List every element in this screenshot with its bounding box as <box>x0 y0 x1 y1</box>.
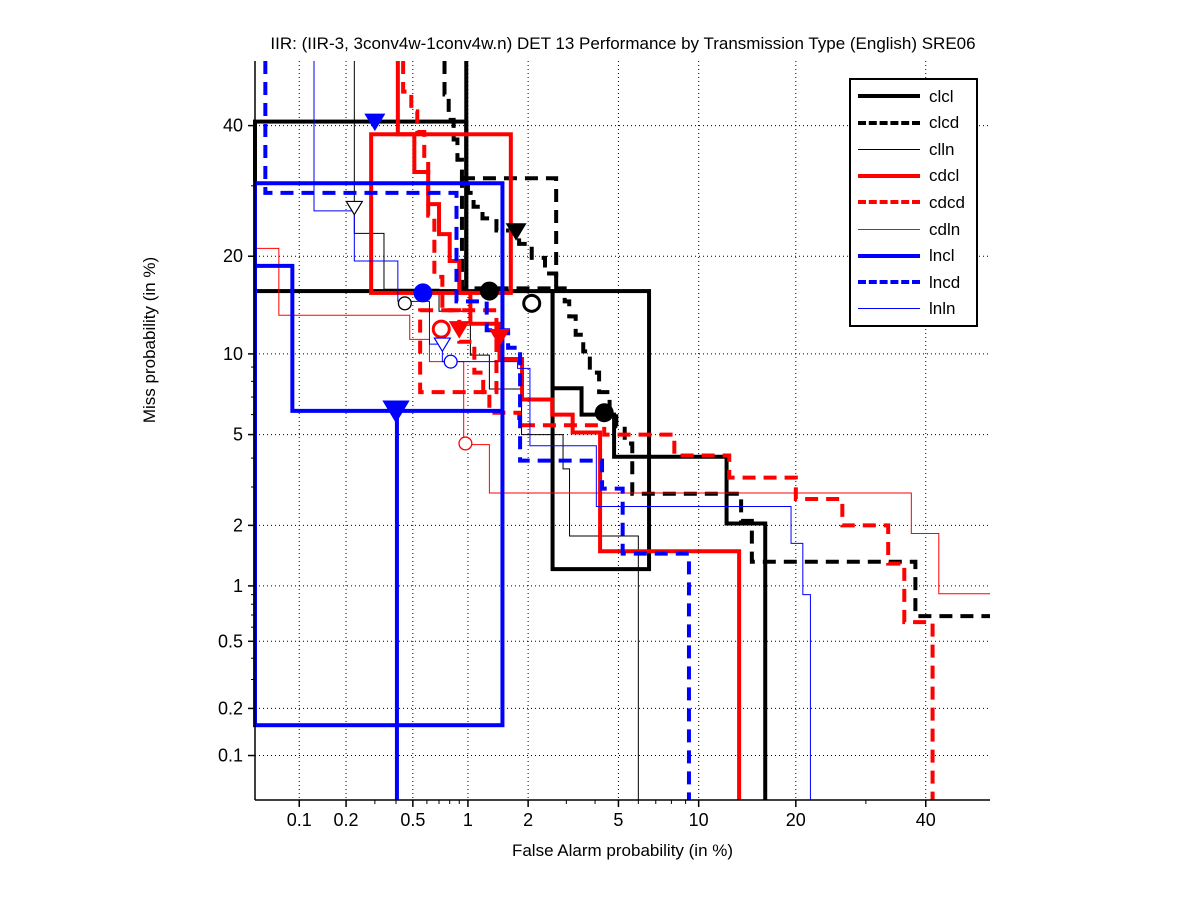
legend-item-clcl: clcl <box>851 84 976 109</box>
marker-triangle-down-open-clln-0 <box>345 200 364 216</box>
det-curve-lnln <box>313 61 811 800</box>
confidence-box-cdcd-0 <box>418 308 499 395</box>
x-tick-label-2: 2 <box>523 810 533 830</box>
marker-circle-filled-clcd-1 <box>594 403 614 423</box>
legend-line-sample-clcl <box>858 94 920 99</box>
marker-triangle-down-filled-lncl-0 <box>382 400 410 424</box>
y-tick-label-2: 2 <box>233 515 243 535</box>
det-curve-clcd <box>442 61 990 619</box>
det-curve-lncl <box>255 263 399 800</box>
legend-line-sample-lncl <box>858 253 920 258</box>
legend-label-cdln: cdln <box>929 219 961 239</box>
legend-line-sample-clln <box>858 148 920 150</box>
x-tick-label-10: 10 <box>689 810 709 830</box>
legend-item-clln: clln <box>851 137 976 162</box>
y-tick-label-1: 1 <box>233 576 243 596</box>
x-tick-label-5: 5 <box>613 810 623 830</box>
legend-item-clcd: clcd <box>851 110 976 135</box>
confidence-box-clcl-1 <box>550 289 652 572</box>
legend-label-lncl: lncl <box>929 246 955 266</box>
marker-circle-open-clln-1 <box>397 296 412 311</box>
legend-item-cdcd: cdcd <box>851 190 976 215</box>
x-tick-label-0.1: 0.1 <box>287 810 312 830</box>
legend-label-clcd: clcd <box>929 113 960 133</box>
x-axis-label: False Alarm probability (in %) <box>511 841 734 860</box>
legend-label-cdcd: cdcd <box>929 192 965 212</box>
chart-title: IIR: (IIR-3, 3conv4w-1conv4w.n) DET 13 P… <box>270 34 976 53</box>
legend-item-lnln: lnln <box>851 296 976 321</box>
legend-line-sample-lncd <box>858 280 920 285</box>
legend-item-lncl: lncl <box>851 243 976 268</box>
legend-label-clcl: clcl <box>929 86 954 106</box>
marker-triangle-down-open-lnln-0 <box>433 337 452 353</box>
legend-label-lncd: lncd <box>929 272 961 292</box>
y-tick-label-20: 20 <box>223 246 243 266</box>
marker-circle-open-cdcl-0 <box>431 319 451 339</box>
y-tick-label-0.2: 0.2 <box>218 698 243 718</box>
marker-circle-filled-lncd-1 <box>413 283 433 303</box>
marker-circle-open-clcl-1 <box>522 293 542 313</box>
y-tick-label-0.5: 0.5 <box>218 631 243 651</box>
legend-label-lnln: lnln <box>929 299 956 319</box>
det-curve-clln <box>353 61 639 800</box>
det-curve-cdln <box>255 247 990 595</box>
legend-label-cdcl: cdcl <box>929 166 960 186</box>
x-tick-label-0.5: 0.5 <box>400 810 425 830</box>
y-axis-label: Miss probability (in %) <box>140 256 159 424</box>
legend-item-cdln: cdln <box>851 217 976 242</box>
marker-triangle-down-filled-clcd-0 <box>505 223 527 241</box>
marker-circle-filled-clcl-0 <box>479 281 499 301</box>
y-tick-label-5: 5 <box>233 425 243 445</box>
legend-line-sample-clcd <box>858 120 920 125</box>
x-tick-label-1: 1 <box>463 810 473 830</box>
marker-triangle-down-filled-lncd-0 <box>364 113 386 132</box>
legend-item-lncd: lncd <box>851 270 976 295</box>
legend-line-sample-cdcd <box>858 200 920 205</box>
legend-box: clcl clcd clln cdcl cdcd cdln lncl lncd lnln <box>849 78 978 327</box>
det-curve-lncd <box>263 61 691 800</box>
det-curve-cdcd <box>401 61 935 800</box>
x-tick-label-20: 20 <box>786 810 806 830</box>
y-tick-label-0.1: 0.1 <box>218 746 243 766</box>
y-tick-label-10: 10 <box>223 344 243 364</box>
curves-layer <box>253 61 990 800</box>
legend-line-sample-cdln <box>858 228 920 230</box>
legend-item-cdcl: cdcl <box>851 163 976 188</box>
x-tick-label-0.2: 0.2 <box>334 810 359 830</box>
legend-line-sample-cdcl <box>858 173 920 178</box>
marker-circle-open-lnln-1 <box>443 354 458 369</box>
marker-triangle-down-filled-cdcl-1 <box>448 321 470 339</box>
confidence-box-cdcl-0 <box>369 132 513 295</box>
y-tick-label-40: 40 <box>223 116 243 136</box>
legend-label-clln: clln <box>929 139 955 159</box>
x-tick-label-40: 40 <box>916 810 936 830</box>
legend-line-sample-lnln <box>858 308 920 310</box>
marker-triangle-down-filled-cdcd-0 <box>488 329 510 347</box>
marker-circle-open-cdln-0 <box>458 436 473 451</box>
